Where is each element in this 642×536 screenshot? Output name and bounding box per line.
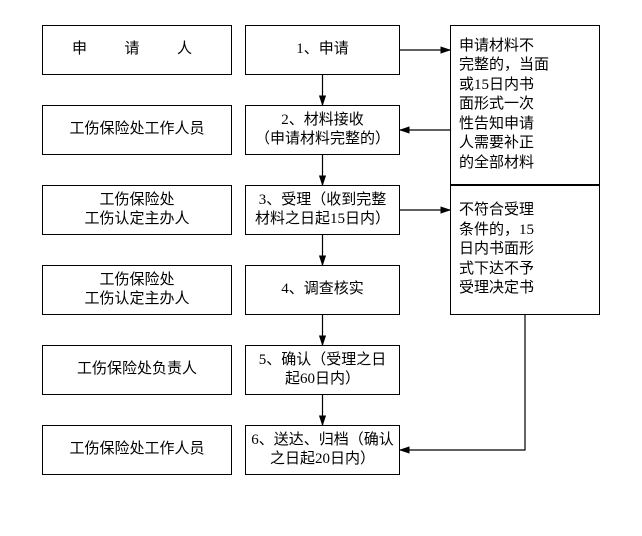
step-receive: 2、材料接收 （申请材料完整的） <box>245 105 400 155</box>
role-staff-receive: 工伤保险处工作人员 <box>42 105 232 155</box>
step-accept: 3、受理（收到完整 材料之日起15日内） <box>245 185 400 235</box>
step-apply: 1、申请 <box>245 25 400 75</box>
step-investigate: 4、调查核实 <box>245 265 400 315</box>
role-officer-investigate: 工伤保险处 工伤认定主办人 <box>42 265 232 315</box>
role-applicant: 申 请 人 <box>42 25 232 75</box>
role-supervisor-confirm: 工伤保险处负责人 <box>42 345 232 395</box>
role-officer-accept: 工伤保险处 工伤认定主办人 <box>42 185 232 235</box>
note-incomplete-materials: 申请材料不 完整的，当面 或15日内书 面形式一次 性告知申请 人需要补正 的全… <box>450 25 600 185</box>
role-staff-deliver: 工伤保险处工作人员 <box>42 425 232 475</box>
note-reject-decision: 不符合受理 条件的，15 日内书面形 式下达不予 受理决定书 <box>450 185 600 315</box>
step-confirm: 5、确认（受理之日 起60日内） <box>245 345 400 395</box>
step-deliver: 6、送达、归档（确认 之日起20日内） <box>245 425 400 475</box>
